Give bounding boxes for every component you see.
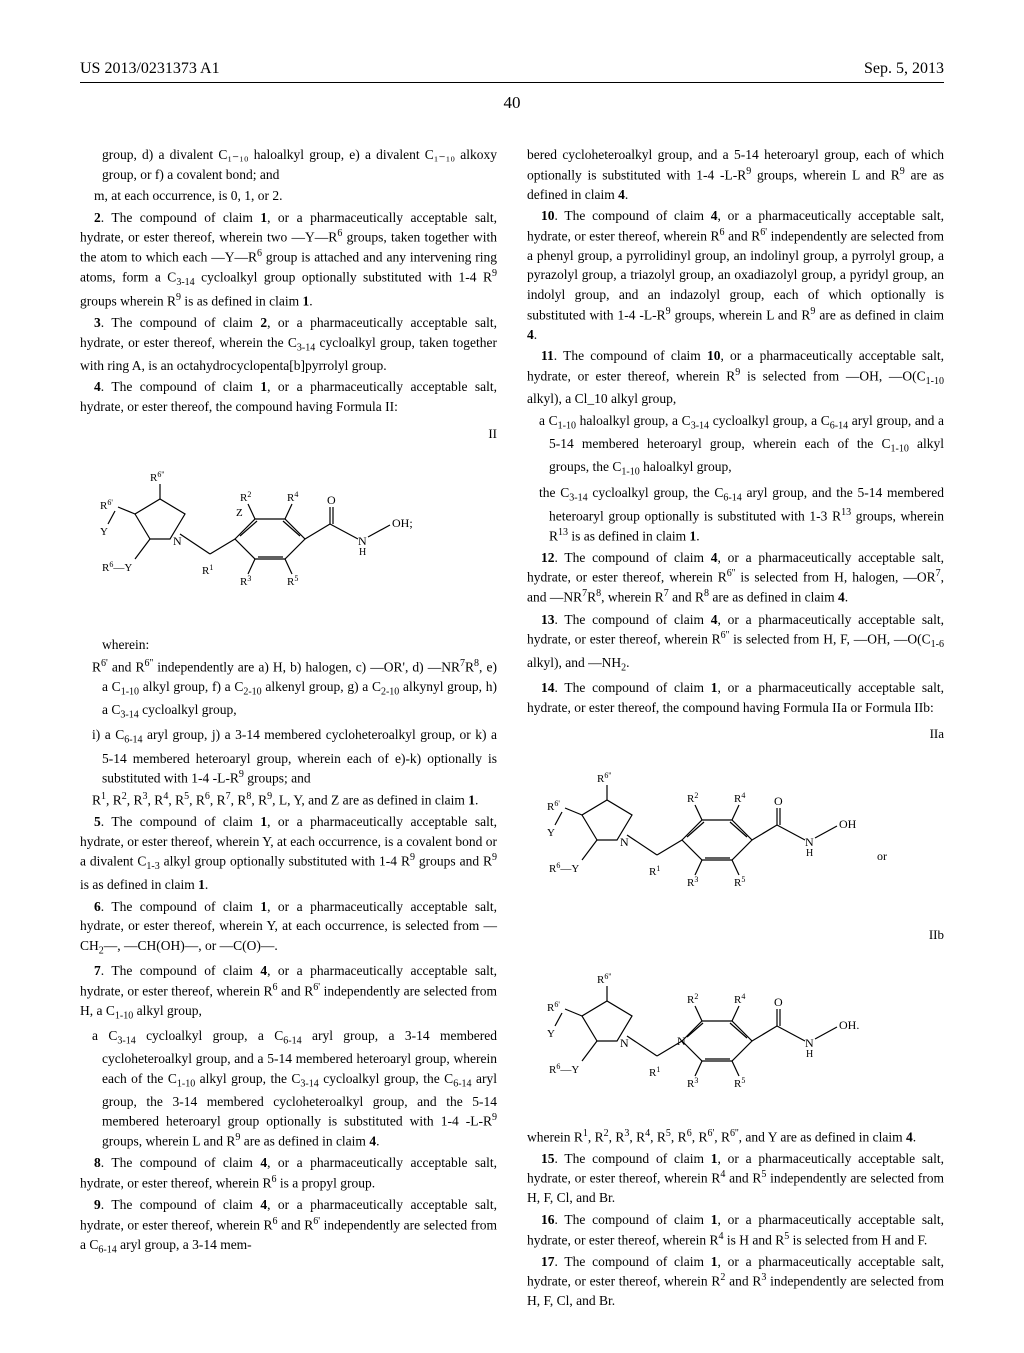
- formula-IIb-label: IIb: [527, 926, 944, 945]
- claim-2: 22. The compound of claim 1, or a pharma…: [80, 208, 497, 311]
- page-header: US 2013/0231373 A1 Sep. 5, 2013: [80, 60, 944, 83]
- pre-item: m, at each occurrence, is 0, 1, or 2.: [80, 186, 497, 206]
- svg-text:N: N: [358, 534, 367, 548]
- claim-14: 14. The compound of claim 1, or a pharma…: [527, 678, 944, 717]
- claim-6: 6. The compound of claim 1, or a pharmac…: [80, 897, 497, 959]
- claim11-item: the C3-14 cycloalkyl group, the C6-14 ar…: [527, 483, 944, 546]
- right-column: bered cycloheteroalkyl group, and a 5-14…: [527, 143, 944, 1313]
- wherein-label: wherein:: [102, 635, 497, 655]
- svg-text:R1: R1: [202, 563, 213, 578]
- svg-text:R4: R4: [287, 490, 298, 505]
- claim-9: 9. The compound of claim 4, or a pharmac…: [80, 1195, 497, 1258]
- formula-II-label: II: [80, 425, 497, 444]
- claim-12: 12. The compound of claim 4, or a pharma…: [527, 548, 944, 608]
- svg-text:H: H: [359, 547, 366, 558]
- claim-10: 10. The compound of claim 4, or a pharma…: [527, 206, 944, 344]
- left-column: group, d) a divalent C₁₋₁₀ haloalkyl gro…: [80, 143, 497, 1313]
- svg-text:R2: R2: [687, 991, 698, 1006]
- svg-text:or: or: [877, 849, 887, 863]
- claim-5: 5. The compound of claim 1, or a pharmac…: [80, 812, 497, 894]
- svg-text:R6': R6': [100, 498, 113, 513]
- formula-IIa-label: IIa: [527, 725, 944, 744]
- svg-text:R2: R2: [240, 490, 251, 505]
- svg-text:R6': R6': [547, 798, 560, 813]
- svg-text:R5: R5: [287, 574, 298, 589]
- svg-text:O: O: [327, 493, 336, 507]
- content-columns: group, d) a divalent C₁₋₁₀ haloalkyl gro…: [80, 143, 944, 1313]
- svg-text:R6': R6': [547, 999, 560, 1014]
- svg-text:R6—Y: R6—Y: [549, 860, 579, 875]
- claim-16: 16. The compound of claim 1, or a pharma…: [527, 1210, 944, 1250]
- svg-text:H: H: [806, 1049, 813, 1060]
- claim-13: 13. The compound of claim 4, or a pharma…: [527, 610, 944, 676]
- svg-text:H: H: [806, 848, 813, 859]
- svg-text:O: O: [774, 794, 783, 808]
- claim-15: 15. The compound of claim 1, or a pharma…: [527, 1149, 944, 1208]
- claim-4: 4. The compound of claim 1, or a pharmac…: [80, 377, 497, 416]
- svg-text:Y: Y: [547, 827, 555, 839]
- svg-text:R6—Y: R6—Y: [549, 1061, 579, 1076]
- svg-text:R4: R4: [734, 991, 745, 1006]
- claim-3: 3. The compound of claim 2, or a pharmac…: [80, 313, 497, 375]
- svg-text:R2: R2: [687, 790, 698, 805]
- svg-text:O: O: [774, 995, 783, 1009]
- svg-text:Z: Z: [236, 507, 243, 519]
- svg-text:N: N: [677, 1034, 686, 1048]
- svg-text:OH;: OH;: [392, 516, 413, 530]
- svg-text:N: N: [805, 835, 814, 849]
- claim4-item: R6' and R6'' independently are a) H, b) …: [80, 657, 497, 723]
- wherein-IIab: wherein R1, R2, R3, R4, R5, R6, R6', R6'…: [527, 1127, 944, 1147]
- svg-text:R4: R4: [734, 790, 745, 805]
- svg-text:R3: R3: [240, 574, 251, 589]
- svg-text:R6—Y: R6—Y: [102, 560, 132, 575]
- svg-text:N: N: [805, 1036, 814, 1050]
- claim4-item: R1, R2, R3, R4, R5, R6, R7, R8, R9, L, Y…: [80, 790, 497, 810]
- claim-8: 8. The compound of claim 4, or a pharmac…: [80, 1153, 497, 1193]
- svg-text:OH: OH: [839, 817, 857, 831]
- claim-9-cont: bered cycloheteroalkyl group, and a 5-14…: [527, 145, 944, 204]
- publication-date: Sep. 5, 2013: [864, 60, 944, 78]
- svg-text:R1: R1: [649, 1064, 660, 1079]
- svg-text:N: N: [173, 534, 182, 548]
- page-number: 40: [80, 93, 944, 113]
- publication-number: US 2013/0231373 A1: [80, 60, 220, 78]
- svg-text:N: N: [620, 1036, 629, 1050]
- svg-text:R1: R1: [649, 863, 660, 878]
- svg-text:Y: Y: [100, 526, 108, 538]
- svg-text:OH.: OH.: [839, 1018, 859, 1032]
- svg-text:R6'': R6'': [597, 971, 612, 986]
- svg-text:N: N: [620, 835, 629, 849]
- chemical-structure-II: N R6' Y R6'' R6—Y R1: [80, 459, 497, 619]
- svg-text:R3: R3: [687, 874, 698, 889]
- svg-text:R5: R5: [734, 1075, 745, 1090]
- svg-text:R6'': R6'': [597, 770, 612, 785]
- pre-item: group, d) a divalent C₁₋₁₀ haloalkyl gro…: [102, 145, 497, 184]
- svg-text:R3: R3: [687, 1075, 698, 1090]
- claim4-item: i) a C6-14 aryl group, j) a 3-14 membere…: [80, 725, 497, 788]
- claim11-item: a C1-10 haloalkyl group, a C3-14 cycloal…: [527, 411, 944, 481]
- chemical-structure-IIb: N R6' Y R6'' R6—Y R1: [527, 961, 944, 1111]
- claim-17: 17. The compound of claim 1, or a pharma…: [527, 1252, 944, 1311]
- claim-11: 11. The compound of claim 10, or a pharm…: [527, 346, 944, 409]
- chemical-structure-IIa: N R6' Y R6'' R6—Y R1: [527, 760, 944, 910]
- svg-text:Y: Y: [547, 1028, 555, 1040]
- svg-text:R5: R5: [734, 874, 745, 889]
- svg-text:R6'': R6'': [150, 470, 165, 485]
- claim7-item: a C3-14 cycloalkyl group, a C6-14 aryl g…: [80, 1026, 497, 1152]
- claim-7: 7. The compound of claim 4, or a pharmac…: [80, 961, 497, 1024]
